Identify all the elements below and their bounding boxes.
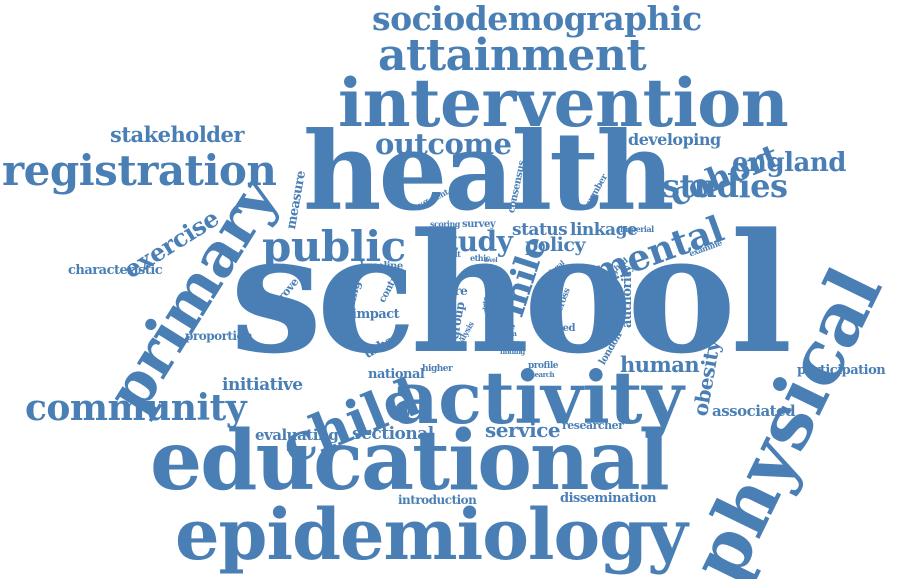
word-ethic: ethic xyxy=(470,253,491,263)
word-evaluating: evaluating xyxy=(255,426,339,444)
word-intervention: intervention xyxy=(338,64,789,142)
word-educational: educational xyxy=(150,413,670,509)
word-stakeholder: stakeholder xyxy=(110,122,244,147)
word-sectional: sectional xyxy=(352,424,434,444)
word-policy: policy xyxy=(525,234,586,256)
word-introduction: introduction xyxy=(398,493,477,507)
word-school: school xyxy=(230,197,792,390)
word-higher: higher xyxy=(422,364,453,374)
word-studies: studies xyxy=(662,167,788,205)
word-attainment: attainment xyxy=(378,30,647,81)
word-profile: profile xyxy=(528,361,558,371)
word-national: national xyxy=(368,367,425,382)
word-finding: finding xyxy=(500,347,525,356)
word-core: core xyxy=(440,284,468,298)
word-human: human xyxy=(620,352,700,377)
word-baseline: baseline xyxy=(360,261,403,272)
word-state: state xyxy=(495,321,515,331)
word-impact: impact xyxy=(352,307,400,322)
word-researcher: researcher xyxy=(562,419,624,432)
word-authority: authority xyxy=(620,265,635,328)
word-participation: participation xyxy=(797,363,886,378)
word-associated: associated xyxy=(712,402,796,420)
word-characteristic: characteristic xyxy=(68,263,163,278)
word-level: level xyxy=(484,257,498,264)
word-proportion: proportion xyxy=(185,329,253,343)
word-initiative: initiative xyxy=(222,375,303,395)
word-survey: survey xyxy=(462,219,496,230)
word-linkage: linkage xyxy=(570,220,638,240)
word-england: england xyxy=(732,148,846,178)
word-college: college xyxy=(495,338,520,347)
word-epidemiology: epidemiology xyxy=(175,493,688,576)
word-service: service xyxy=(485,418,561,442)
word-community: community xyxy=(25,387,247,429)
word-study: study xyxy=(430,225,513,258)
word-research: research xyxy=(524,370,555,379)
word-result: result xyxy=(437,249,461,259)
word-dissemination: dissemination xyxy=(560,491,657,506)
word-developing: developing xyxy=(628,130,721,149)
word-scoring: scoring xyxy=(430,219,460,229)
word-active: active xyxy=(483,297,490,314)
word-merge: merge xyxy=(491,279,498,298)
word-sociodemographic: sociodemographic xyxy=(372,0,702,38)
word-health: health xyxy=(303,109,675,235)
word-imperial: imperial xyxy=(620,224,654,234)
word-status: status xyxy=(512,220,568,240)
word-activity: activity xyxy=(392,355,684,440)
word-outcome: outcome xyxy=(375,127,512,161)
word-registration: registration xyxy=(2,146,277,195)
word-based: based xyxy=(545,323,575,334)
word-public: public xyxy=(262,222,406,271)
word-media: media xyxy=(495,329,517,338)
